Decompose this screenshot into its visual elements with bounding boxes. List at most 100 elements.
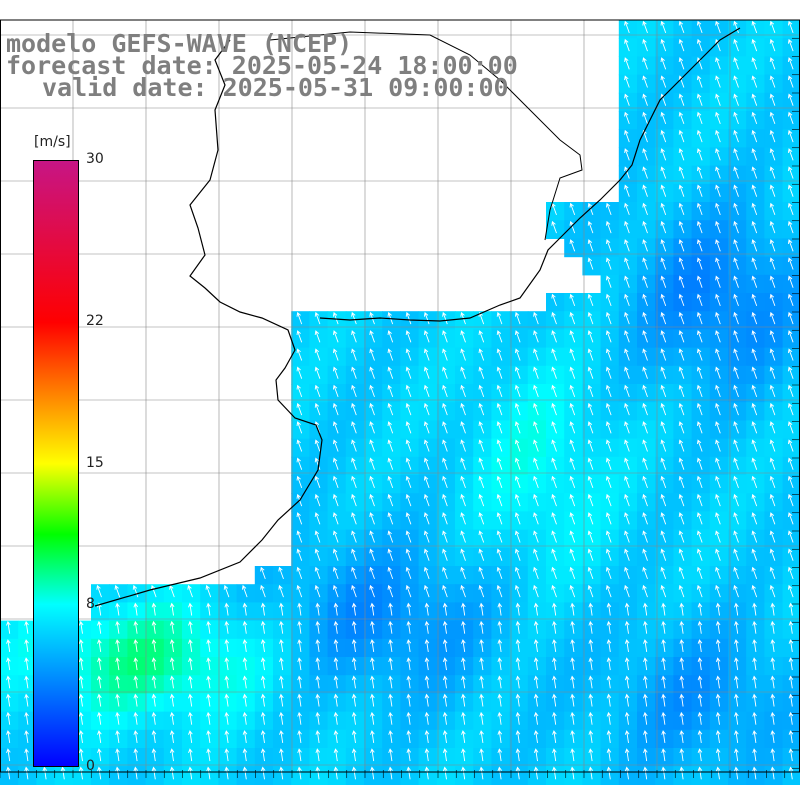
wind-arrow <box>642 166 648 179</box>
wind-arrow <box>770 602 776 616</box>
wind-arrow <box>697 602 703 616</box>
wind-arrow <box>97 657 102 671</box>
wind-arrow <box>733 93 739 106</box>
wind-arrow <box>6 657 11 671</box>
wind-arrow <box>697 711 703 725</box>
wind-arrow <box>678 548 685 561</box>
wind-arrow <box>97 766 102 780</box>
wind-arrow <box>715 566 721 580</box>
wind-arrow <box>551 493 557 507</box>
wind-arrow <box>570 711 575 725</box>
wind-arrow <box>570 766 575 780</box>
wind-arrow <box>260 693 266 707</box>
wind-arrow <box>132 584 139 598</box>
wind-arrow <box>6 748 11 762</box>
wind-arrow <box>205 584 212 598</box>
wind-arrow <box>406 620 412 634</box>
wind-arrow <box>242 657 248 671</box>
wind-arrow <box>514 566 521 580</box>
wind-arrow <box>533 439 539 452</box>
wind-arrow <box>424 748 430 762</box>
wind-arrow <box>678 166 685 179</box>
wind-arrow <box>734 693 739 707</box>
wind-arrow <box>78 766 84 780</box>
wind-cell <box>782 38 800 57</box>
wind-arrow <box>461 602 466 616</box>
wind-arrow <box>661 693 666 707</box>
wind-arrow <box>206 748 211 762</box>
wind-arrow <box>624 475 630 489</box>
wind-arrow <box>206 711 211 725</box>
wind-arrow <box>696 384 703 398</box>
wind-arrow <box>788 675 794 689</box>
wind-arrow <box>406 730 412 743</box>
wind-arrow <box>770 620 776 634</box>
wind-arrow <box>332 311 339 325</box>
wind-arrow <box>169 748 175 762</box>
wind-arrow <box>369 512 375 525</box>
wind-arrow <box>6 766 11 780</box>
wind-arrow <box>697 657 703 671</box>
wind-arrow <box>587 566 594 580</box>
wind-arrow <box>461 711 466 725</box>
wind-arrow <box>169 620 175 634</box>
wind-arrow <box>279 748 284 762</box>
wind-arrow <box>242 766 248 780</box>
wind-arrow <box>678 148 685 161</box>
wind-arrow <box>787 402 794 416</box>
wind-arrow <box>296 402 303 416</box>
wind-arrow <box>351 402 357 416</box>
wind-arrow <box>624 602 630 616</box>
wind-arrow <box>624 93 630 106</box>
wind-arrow <box>332 475 339 489</box>
wind-arrow <box>696 166 703 179</box>
wind-arrow <box>533 566 539 580</box>
wind-arrow <box>769 384 776 398</box>
wind-arrow <box>370 602 375 616</box>
wind-arrow <box>478 366 485 379</box>
wind-arrow <box>678 366 685 379</box>
wind-arrow <box>6 620 11 634</box>
wind-arrow <box>423 311 430 325</box>
wind-arrow <box>678 57 685 70</box>
wind-arrow <box>533 402 539 416</box>
wind-arrow <box>514 584 521 598</box>
wind-cell <box>782 274 800 294</box>
wind-arrow <box>478 530 485 543</box>
wind-arrow <box>769 166 776 179</box>
wind-arrow <box>660 293 667 307</box>
wind-arrow <box>624 675 630 689</box>
wind-arrow <box>332 348 339 361</box>
wind-arrow <box>115 730 120 743</box>
wind-arrow <box>769 330 776 343</box>
wind-arrow <box>514 402 521 416</box>
wind-arrow <box>479 675 484 689</box>
wind-arrow <box>734 620 739 634</box>
wind-arrow <box>752 620 757 634</box>
wind-arrow <box>696 202 703 216</box>
wind-arrow <box>296 566 303 580</box>
wind-arrow <box>679 711 685 725</box>
wind-arrow <box>660 129 667 143</box>
wind-arrow <box>624 439 630 452</box>
wind-arrow <box>770 730 776 743</box>
wind-arrow <box>442 602 448 616</box>
wind-cell <box>782 420 800 440</box>
wind-arrow <box>533 493 539 507</box>
wind-arrow <box>552 748 557 762</box>
wind-arrow <box>279 620 284 634</box>
wind-arrow <box>314 548 321 561</box>
wind-arrow <box>715 693 721 707</box>
wind-arrow <box>24 711 29 725</box>
wind-arrow <box>332 457 339 470</box>
wind-arrow <box>733 475 739 489</box>
wind-arrow <box>643 675 648 689</box>
wind-arrow <box>6 730 11 743</box>
wind-arrow <box>478 457 485 470</box>
wind-arrow <box>624 311 630 325</box>
wind-arrow <box>787 148 794 161</box>
wind-arrow <box>570 675 575 689</box>
wind-arrow <box>423 457 430 470</box>
colorbar-tick-label: 22 <box>86 312 104 329</box>
wind-arrow <box>423 584 430 598</box>
